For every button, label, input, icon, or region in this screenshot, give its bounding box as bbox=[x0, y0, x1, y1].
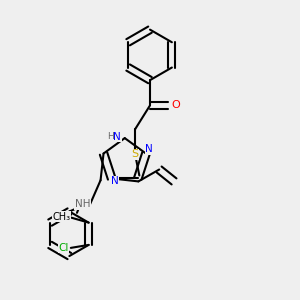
Text: CH₃: CH₃ bbox=[52, 212, 70, 222]
Text: H: H bbox=[107, 132, 114, 141]
Text: O: O bbox=[171, 100, 180, 110]
Text: S: S bbox=[132, 149, 139, 160]
Text: N: N bbox=[111, 176, 119, 186]
Text: N: N bbox=[145, 144, 153, 154]
Text: NH: NH bbox=[75, 199, 91, 209]
Text: Cl: Cl bbox=[58, 243, 69, 253]
Text: N: N bbox=[113, 132, 121, 142]
